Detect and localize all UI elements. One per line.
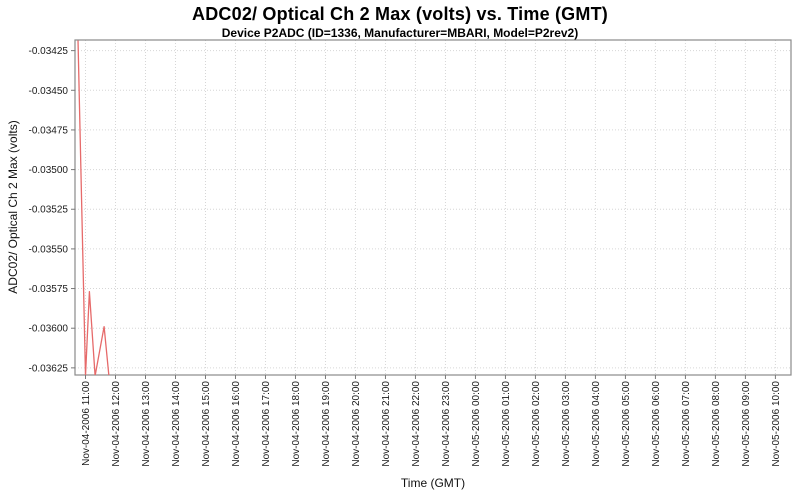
- x-tick-label: Nov-04-2006 19:00: [321, 381, 332, 467]
- y-tick-label: -0.03475: [29, 125, 69, 136]
- data-line: [77, 40, 110, 375]
- x-axis-label: Time (GMT): [400, 476, 466, 490]
- x-tick-label: Nov-04-2006 13:00: [141, 381, 152, 467]
- x-tick-label: Nov-05-2006 00:00: [471, 381, 482, 467]
- x-tick-label: Nov-04-2006 23:00: [441, 381, 452, 467]
- x-tick-label: Nov-04-2006 16:00: [231, 381, 242, 467]
- x-tick-label: Nov-05-2006 07:00: [681, 381, 692, 467]
- x-tick-label: Nov-05-2006 06:00: [651, 381, 662, 467]
- y-axis-label: ADC02/ Optical Ch 2 Max (volts): [6, 120, 20, 294]
- x-tick-label: Nov-05-2006 02:00: [531, 381, 542, 467]
- y-tick-label: -0.03550: [29, 244, 69, 255]
- x-tick-label: Nov-05-2006 08:00: [711, 381, 722, 467]
- x-tick-label: Nov-04-2006 20:00: [351, 381, 362, 467]
- x-tick-label: Nov-04-2006 15:00: [201, 381, 212, 467]
- x-tick-label: Nov-05-2006 05:00: [621, 381, 632, 467]
- plot-background: [75, 40, 791, 375]
- chart-title: ADC02/ Optical Ch 2 Max (volts) vs. Time…: [192, 4, 608, 24]
- x-tick-label: Nov-04-2006 21:00: [381, 381, 392, 467]
- x-tick-label: Nov-04-2006 22:00: [411, 381, 422, 467]
- x-tick-label: Nov-04-2006 11:00: [81, 381, 92, 466]
- chart-subtitle: Device P2ADC (ID=1336, Manufacturer=MBAR…: [221, 26, 579, 40]
- y-tick-label: -0.03625: [29, 363, 69, 374]
- y-tick-label: -0.03500: [29, 165, 69, 176]
- x-tick-label: Nov-05-2006 09:00: [741, 381, 752, 467]
- y-tick-label: -0.03525: [29, 205, 69, 216]
- x-tick-label: Nov-04-2006 14:00: [171, 381, 182, 467]
- x-tick-label: Nov-05-2006 01:00: [501, 381, 512, 467]
- x-tick-label: Nov-05-2006 03:00: [561, 381, 572, 467]
- x-tick-label: Nov-04-2006 18:00: [291, 381, 302, 467]
- x-tick-label: Nov-05-2006 04:00: [591, 381, 602, 467]
- y-tick-label: -0.03600: [29, 324, 69, 335]
- x-tick-label: Nov-04-2006 17:00: [261, 381, 272, 467]
- x-tick-label: Nov-05-2006 10:00: [771, 381, 782, 467]
- y-tick-label: -0.03450: [29, 86, 69, 97]
- plot-border: [74, 39, 792, 376]
- y-tick-label: -0.03575: [29, 284, 69, 295]
- y-tick-label: -0.03425: [29, 46, 69, 57]
- x-tick-label: Nov-04-2006 12:00: [111, 381, 122, 467]
